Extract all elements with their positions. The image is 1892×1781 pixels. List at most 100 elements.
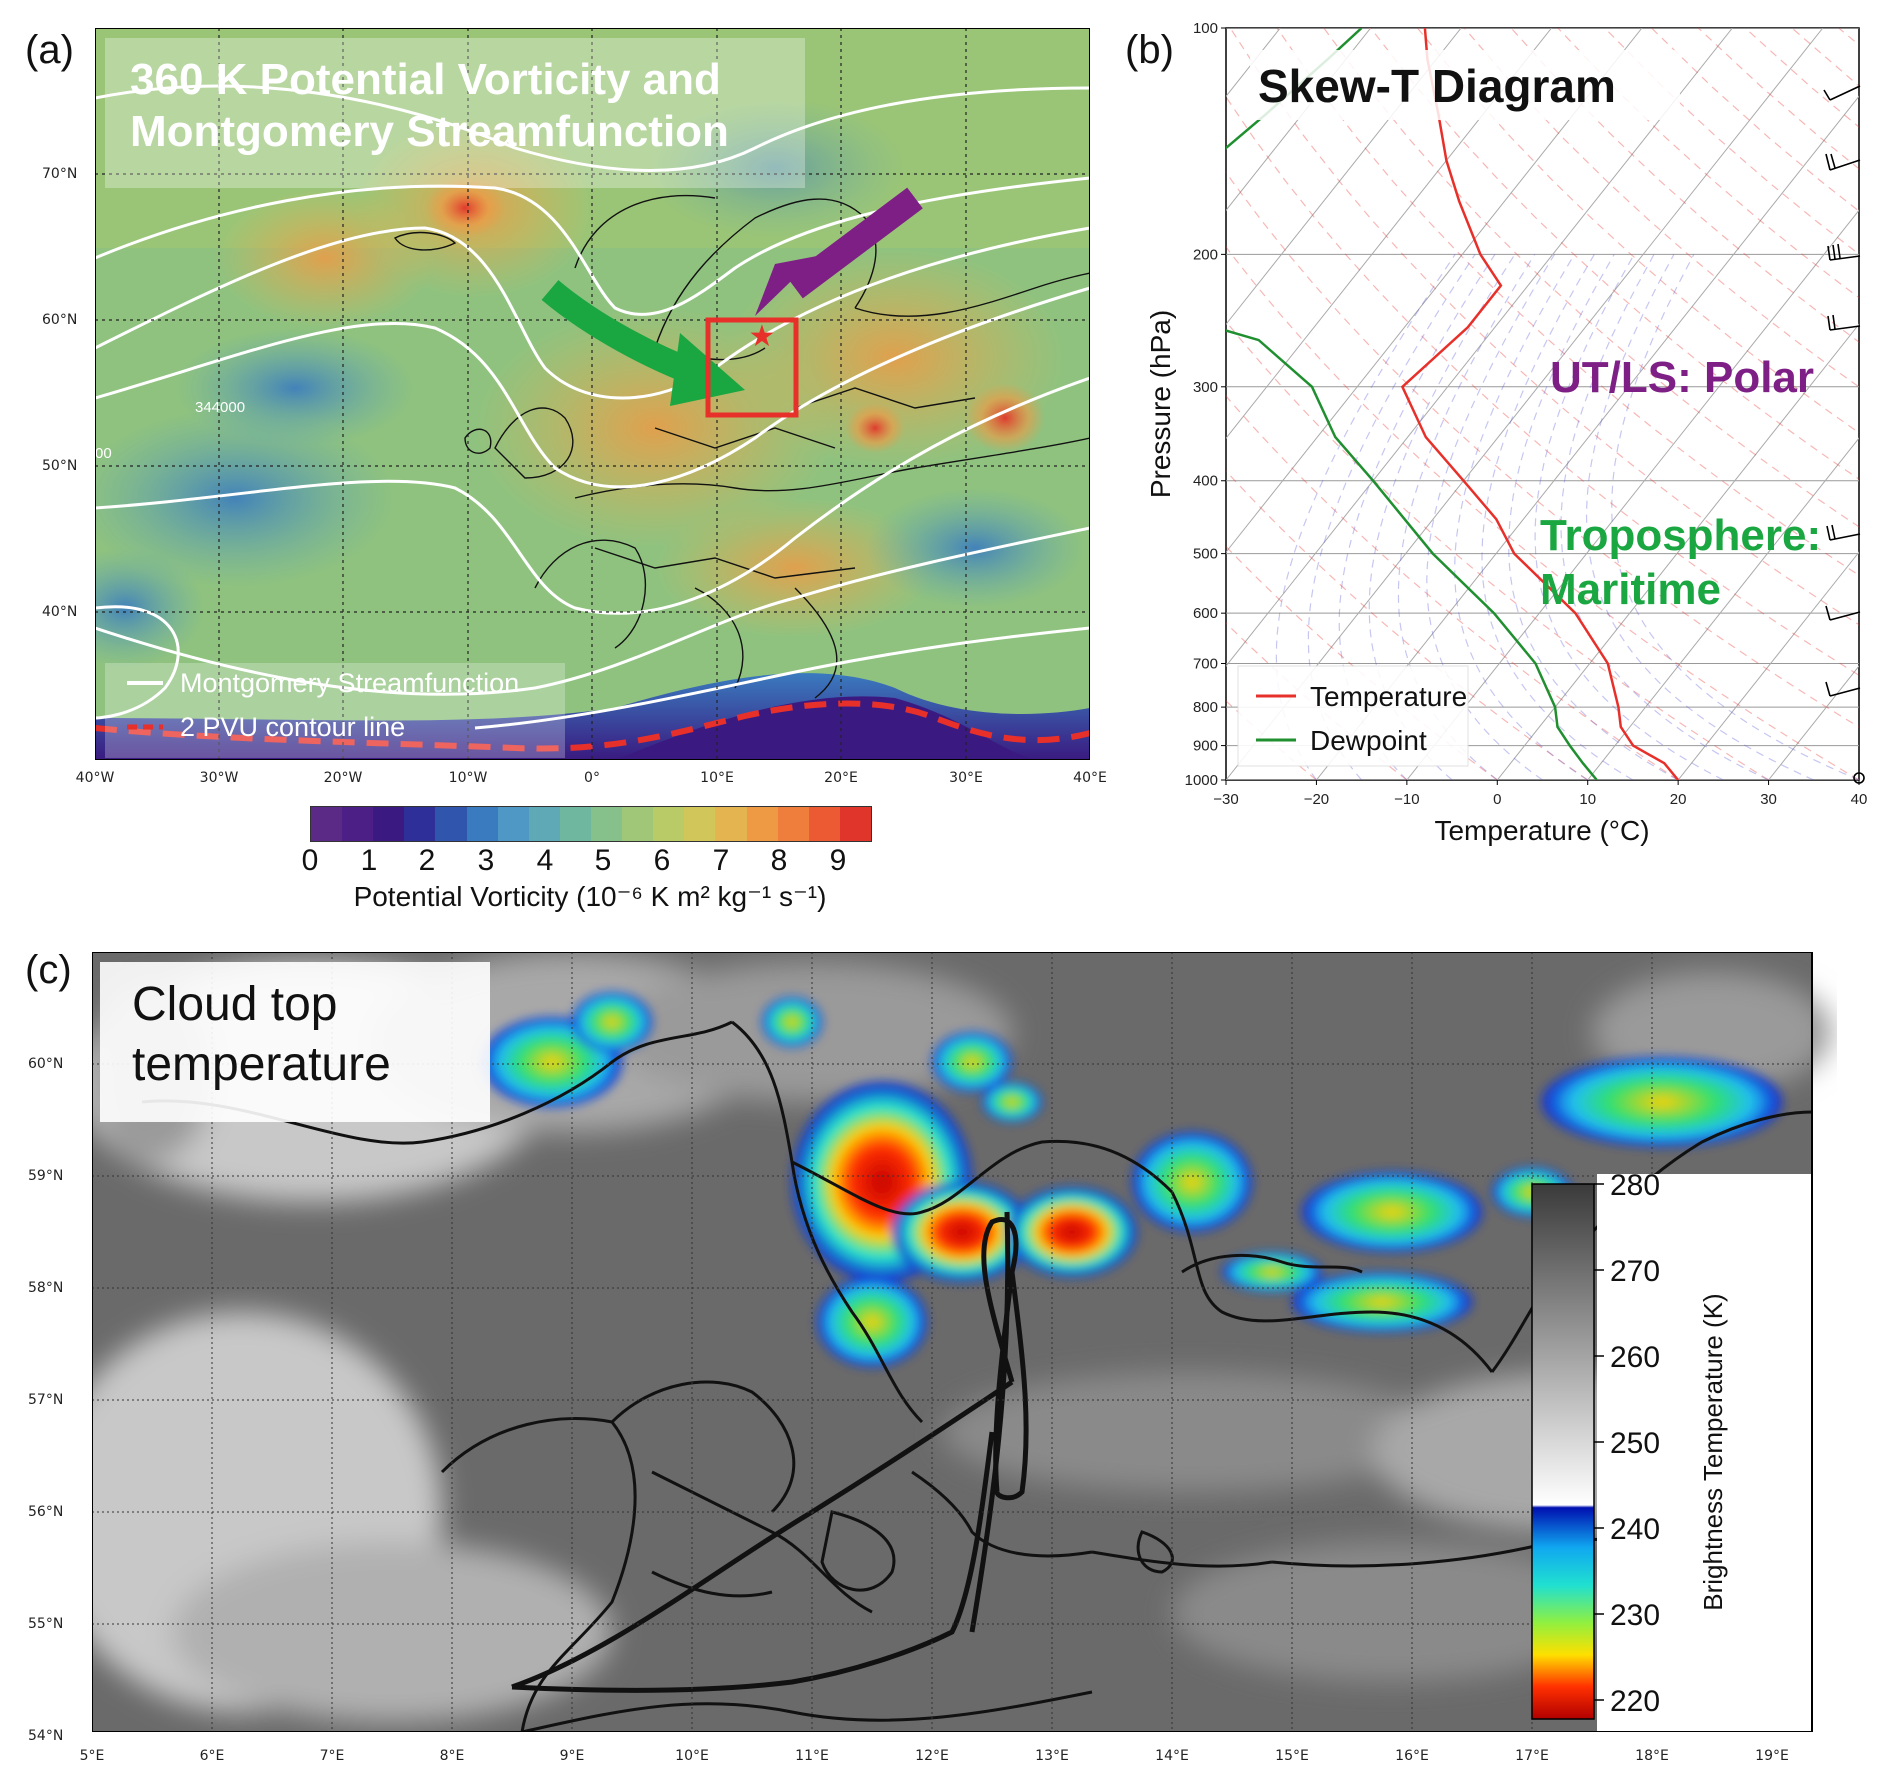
pv-colorbar-swatch: [559, 807, 591, 841]
pv-colorbar-swatch: [777, 807, 809, 841]
moist-adiabat: [1397, 254, 1536, 780]
lat-label: 60°N: [42, 312, 78, 328]
lat-label: 58°N: [28, 1280, 64, 1296]
lon-label: 12°E: [915, 1748, 949, 1764]
lat-label: 55°N: [28, 1616, 64, 1632]
temperature-tick: 20: [1670, 791, 1687, 808]
lon-label: 30°E: [949, 770, 983, 786]
panel-b-label: (b): [1125, 28, 1174, 72]
contour-label: 00: [95, 445, 112, 462]
bt-colorbar: [1531, 1183, 1595, 1720]
bt-tick: 250: [1610, 1427, 1660, 1460]
pv-colorbar-swatch: [590, 807, 623, 841]
dry-adiabat: [1226, 246, 1859, 780]
dry-adiabat: [1226, 171, 1859, 728]
legend-streamfunction: Montgomery Streamfunction: [180, 668, 519, 698]
moist-adiabat: [1275, 254, 1456, 780]
lat-label: 50°N: [42, 458, 78, 474]
lon-label: 40°W: [75, 770, 115, 786]
lat-label: 59°N: [28, 1168, 64, 1184]
pv-tick: 3: [477, 844, 495, 877]
lat-label: 54°N: [28, 1728, 64, 1744]
dry-adiabat: [1416, 28, 1859, 434]
isotherm: [1226, 28, 1824, 780]
dry-adiabat: [1226, 470, 1589, 780]
lon-label: 19°E: [1755, 1748, 1789, 1764]
pv-colorbar-swatch: [466, 807, 498, 841]
lon-label: 9°E: [559, 1748, 585, 1764]
temperature-tick: 0: [1493, 791, 1501, 808]
pv-colorbar-swatch: [435, 807, 467, 841]
skew-t-title: Skew-T Diagram: [1258, 60, 1616, 112]
temperature-tick: 30: [1760, 791, 1777, 808]
dry-adiabat: [1463, 28, 1859, 388]
isotherm: [1316, 95, 1859, 780]
lat-label: 57°N: [28, 1392, 64, 1408]
pv-tick: 8: [770, 844, 788, 877]
temperature-tick: 10: [1579, 791, 1596, 808]
moist-adiabat: [1534, 254, 1724, 780]
pv-colorbar-swatch: [684, 807, 716, 841]
lon-label: 5°E: [79, 1748, 105, 1764]
bt-tick: 260: [1610, 1341, 1660, 1374]
moist-adiabat: [1508, 254, 1679, 780]
pressure-tick: 900: [1193, 738, 1218, 755]
isotherm: [1226, 28, 1462, 326]
lon-label: 20°E: [824, 770, 858, 786]
pressure-tick: 800: [1193, 699, 1218, 716]
pv-tick: 1: [360, 844, 378, 877]
lon-label: 40°E: [1073, 770, 1107, 786]
pv-colorbar-swatch: [715, 807, 747, 841]
bt-tick: 270: [1610, 1255, 1660, 1288]
lon-label: 10°W: [448, 770, 488, 786]
isotherm: [1587, 437, 1859, 780]
dry-adiabat: [1226, 95, 1859, 676]
lon-label: 18°E: [1635, 1748, 1669, 1764]
isotherm: [1677, 551, 1859, 780]
panel-a-label: (a): [25, 28, 74, 72]
legend-temperature: Temperature: [1310, 681, 1467, 712]
lon-label: 10°E: [700, 770, 734, 786]
bt-tick: 240: [1610, 1513, 1660, 1546]
lon-label: 30°W: [199, 770, 239, 786]
temperature-tick: 40: [1851, 791, 1868, 808]
lat-label: 70°N: [42, 166, 78, 182]
moist-adiabat: [1426, 254, 1556, 780]
isotherm: [1226, 28, 1552, 439]
lon-label: 6°E: [199, 1748, 225, 1764]
dewpoint-profile: [1226, 28, 1598, 780]
moist-adiabat: [1454, 254, 1589, 780]
cloud-top-map: Cloud top temperature 280 270 260 250 24…: [92, 952, 1837, 1732]
pressure-tick: 1000: [1185, 772, 1218, 789]
lon-label: 17°E: [1515, 1748, 1549, 1764]
bt-tick: 220: [1610, 1685, 1660, 1718]
pv-colorbar-swatch: [622, 807, 654, 841]
lon-label: 11°E: [795, 1748, 829, 1764]
pv-colorbar-swatch: [839, 807, 871, 841]
isotherm: [1496, 323, 1859, 780]
lon-label: 15°E: [1275, 1748, 1309, 1764]
pressure-tick: 400: [1193, 473, 1218, 490]
pv-tick: 0: [301, 844, 319, 877]
pv-colorbar-swatch: [342, 807, 374, 841]
dry-adiabat: [1226, 320, 1769, 780]
lon-label: 14°E: [1155, 1748, 1189, 1764]
contour-label: 344000: [195, 399, 245, 416]
legend-dewpoint: Dewpoint: [1310, 725, 1427, 756]
pv-tick: 9: [829, 844, 847, 877]
bt-colorbar-ticks: [1594, 1183, 1604, 1701]
panel-c-title-line1: Cloud top: [132, 978, 337, 1031]
moist-adiabat: [1611, 254, 1859, 780]
lon-label: 8°E: [439, 1748, 465, 1764]
bt-tick: 280: [1610, 1169, 1660, 1202]
pressure-tick: 200: [1193, 246, 1218, 263]
lon-label: 20°W: [323, 770, 363, 786]
pv-tick: 7: [712, 844, 730, 877]
isotherm: [1406, 209, 1859, 780]
pressure-tick: 100: [1193, 20, 1218, 37]
temperature-tick: −10: [1394, 791, 1419, 808]
panel-a-title-line1: 360 K Potential Vorticity and: [130, 55, 721, 104]
annotation-polar: UT/LS: Polar: [1550, 353, 1814, 402]
isotherm: [1226, 28, 1643, 553]
